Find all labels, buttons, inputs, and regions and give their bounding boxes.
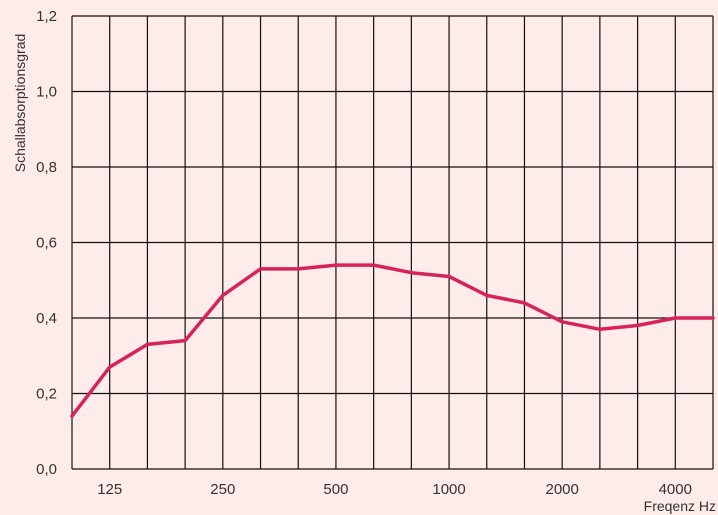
x-tick-labels: 125 250 500 1000 2000 4000	[97, 481, 692, 498]
y-tick-label: 0,6	[36, 235, 57, 252]
data-point	[673, 316, 677, 320]
data-point	[70, 414, 74, 418]
horizontal-gridlines	[72, 15, 713, 470]
data-point	[447, 274, 451, 279]
data-point	[108, 365, 112, 369]
y-tick-label: 0,8	[36, 159, 57, 176]
x-tick-label: 1000	[432, 481, 465, 498]
absorption-series-line	[70, 263, 715, 418]
data-point	[258, 267, 263, 271]
data-point	[598, 327, 602, 331]
x-tick-label: 4000	[659, 481, 692, 498]
x-tick-label: 125	[97, 481, 122, 498]
data-point	[485, 293, 489, 297]
y-tick-label: 1,0	[36, 84, 57, 101]
series-layer	[70, 263, 715, 418]
x-tick-label: 500	[323, 481, 348, 498]
data-point	[334, 263, 338, 267]
data-point	[183, 339, 187, 343]
y-tick-labels: 0,0 0,2 0,4 0,6 0,8 1,0 1,2	[36, 8, 57, 478]
data-point	[221, 293, 225, 297]
data-point	[711, 316, 715, 320]
x-tick-label: 2000	[545, 481, 578, 498]
data-point	[296, 267, 300, 271]
data-point	[522, 301, 527, 305]
data-point	[560, 320, 564, 324]
y-tick-label: 0,4	[36, 310, 57, 327]
data-point	[635, 323, 640, 328]
y-tick-label: 0,2	[36, 386, 57, 403]
data-point	[145, 342, 150, 347]
x-axis-label: Freqenz Hz	[644, 498, 716, 514]
y-axis-label: Schallabsorptionsgrad	[12, 34, 28, 173]
data-point	[409, 271, 413, 275]
data-point	[372, 263, 376, 267]
x-tick-label: 250	[210, 481, 235, 498]
y-tick-label: 1,2	[36, 8, 57, 25]
y-tick-label: 0,0	[36, 461, 57, 478]
